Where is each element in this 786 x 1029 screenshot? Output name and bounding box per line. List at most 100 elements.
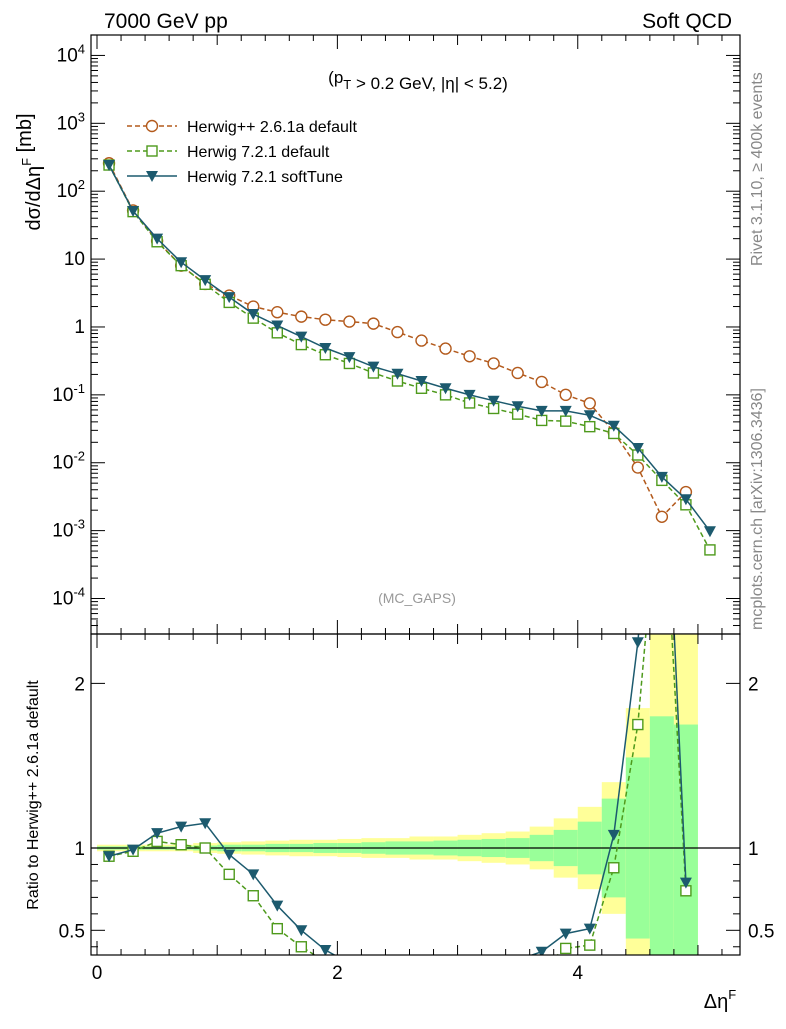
- main-2-point: [631, 442, 644, 454]
- ratio-herwig721-point: [560, 942, 572, 955]
- ratio-softtune-point: [583, 923, 596, 935]
- main-2-point: [679, 494, 692, 506]
- ratio-softtune-point: [343, 958, 355, 969]
- main-2-point: [607, 420, 620, 432]
- ratio-herwig721-point: [320, 957, 330, 967]
- main-2-point: [655, 471, 668, 483]
- main-0-point: [415, 334, 428, 347]
- main-panel: [90, 34, 741, 635]
- y-axis-title: dσ/dΔηF [mb]: [14, 113, 45, 230]
- ratio-herwig721-point: [657, 448, 667, 458]
- ratio-softtune-point: [535, 946, 548, 955]
- main-0-line: [108, 162, 687, 519]
- cuts-label: (pT > 0.2 GeV, |η| < 5.2): [328, 68, 508, 93]
- legend-label: Herwig 7.2.1 default: [187, 144, 330, 161]
- ratio-y-tick-label: 2: [74, 674, 85, 695]
- main-2-point: [103, 160, 116, 172]
- green-band-bin: [649, 716, 674, 955]
- ratio-softtune-point: [631, 637, 644, 649]
- main-2-point: [199, 275, 212, 287]
- ratio-herwig721-point: [489, 971, 499, 981]
- ratio-softtune-point: [271, 900, 284, 912]
- ratio-y-tick-label-right: 2: [748, 674, 759, 695]
- main-2-point: [271, 320, 284, 332]
- main-2-point: [511, 401, 524, 413]
- main-1-point: [535, 414, 548, 427]
- ratio-softtune-point: [511, 954, 524, 955]
- main-1-point: [560, 415, 572, 427]
- y-tick-label: 10-1: [52, 381, 85, 406]
- rivet-label: Rivet 3.1.10, ≥ 400k events: [749, 72, 766, 266]
- x-tick-label: 2: [332, 963, 343, 984]
- ratio-herwig721-point: [537, 963, 547, 973]
- ratio-softtune-point: [464, 963, 476, 974]
- ratio-softtune-point: [199, 818, 212, 830]
- ratio-herwig721-point: [223, 868, 235, 881]
- main-2-point: [319, 343, 332, 355]
- main-2-point: [463, 389, 476, 401]
- main-0-point: [391, 325, 404, 339]
- process-label: Soft QCD: [642, 10, 732, 33]
- ratio-softtune-point: [559, 928, 572, 940]
- main-2-point: [151, 233, 164, 245]
- y-tick-label: 10-3: [52, 517, 85, 542]
- ratio-softtune-point: [656, 366, 668, 377]
- main-2-point: [535, 405, 548, 417]
- x-axis-title: ΔηF: [704, 987, 736, 1013]
- main-2-point: [343, 352, 356, 364]
- main-1-series: [103, 159, 716, 556]
- ratio-softtune-series: [103, 366, 692, 979]
- ratio-softtune-point: [151, 828, 164, 840]
- uncertainty-bands: [97, 634, 698, 955]
- main-0-point: [511, 366, 524, 380]
- main-2-point: [391, 368, 404, 380]
- main-0-point: [271, 306, 284, 319]
- ratio-herwig721-point: [465, 975, 475, 985]
- y-tick-label: 102: [57, 177, 85, 202]
- main-0-point: [367, 317, 380, 330]
- y-tick-label: 10-2: [52, 449, 85, 474]
- main-0-point: [343, 315, 356, 328]
- ratio-axis-title: Ratio to Herwig++ 2.6.1a default: [25, 680, 42, 910]
- main-0-point: [631, 461, 645, 474]
- main-2-point: [487, 395, 500, 407]
- y-tick-label: 1: [74, 317, 85, 338]
- ratio-softtune-point: [319, 945, 332, 955]
- ratio-herwig721-line: [108, 634, 687, 955]
- ratio-herwig721-point: [368, 976, 378, 986]
- main-0-point: [655, 510, 669, 523]
- main-2-line: [108, 164, 711, 532]
- ratio-herwig721-point: [392, 976, 402, 986]
- ratio-herwig721-point: [584, 939, 596, 951]
- main-1-point: [704, 544, 716, 556]
- legend: Herwig++ 2.6.1a default Herwig 7.2.1 defa…: [127, 119, 357, 186]
- ratio-frame: [90, 633, 741, 956]
- ratio-softtune-point: [607, 829, 620, 841]
- ratio-y-tick-label-right: 0.5: [748, 921, 774, 942]
- y-tick-label: 103: [57, 109, 85, 134]
- main-0-point: [295, 310, 308, 323]
- ratio-softtune-point: [416, 966, 428, 977]
- main-0-series: [102, 157, 693, 523]
- main-2-point: [439, 383, 452, 395]
- ratio-herwig721-point: [632, 718, 644, 731]
- main-1-point: [584, 420, 596, 433]
- legend-marker: [146, 171, 158, 182]
- main-2-point: [223, 292, 236, 304]
- ratio-softtune-point: [127, 844, 140, 856]
- ratio-herwig721-point: [417, 975, 427, 985]
- energy-label: 7000 GeV pp: [104, 10, 228, 33]
- main-2-point: [415, 375, 428, 387]
- green-band-bin: [673, 724, 698, 955]
- ratio-softtune-point: [247, 869, 260, 881]
- ratio-y-tick-label-right: 1: [748, 839, 759, 860]
- ratio-herwig721-point: [344, 968, 354, 978]
- ratio-softtune-point: [391, 968, 403, 979]
- ratio-herwig721-point: [199, 842, 211, 854]
- ratio-herwig721-point: [608, 862, 620, 874]
- ratio-softtune-point: [488, 962, 500, 973]
- legend-label: Herwig 7.2.1 softTune: [187, 169, 343, 186]
- ratio-herwig721-point: [247, 890, 259, 902]
